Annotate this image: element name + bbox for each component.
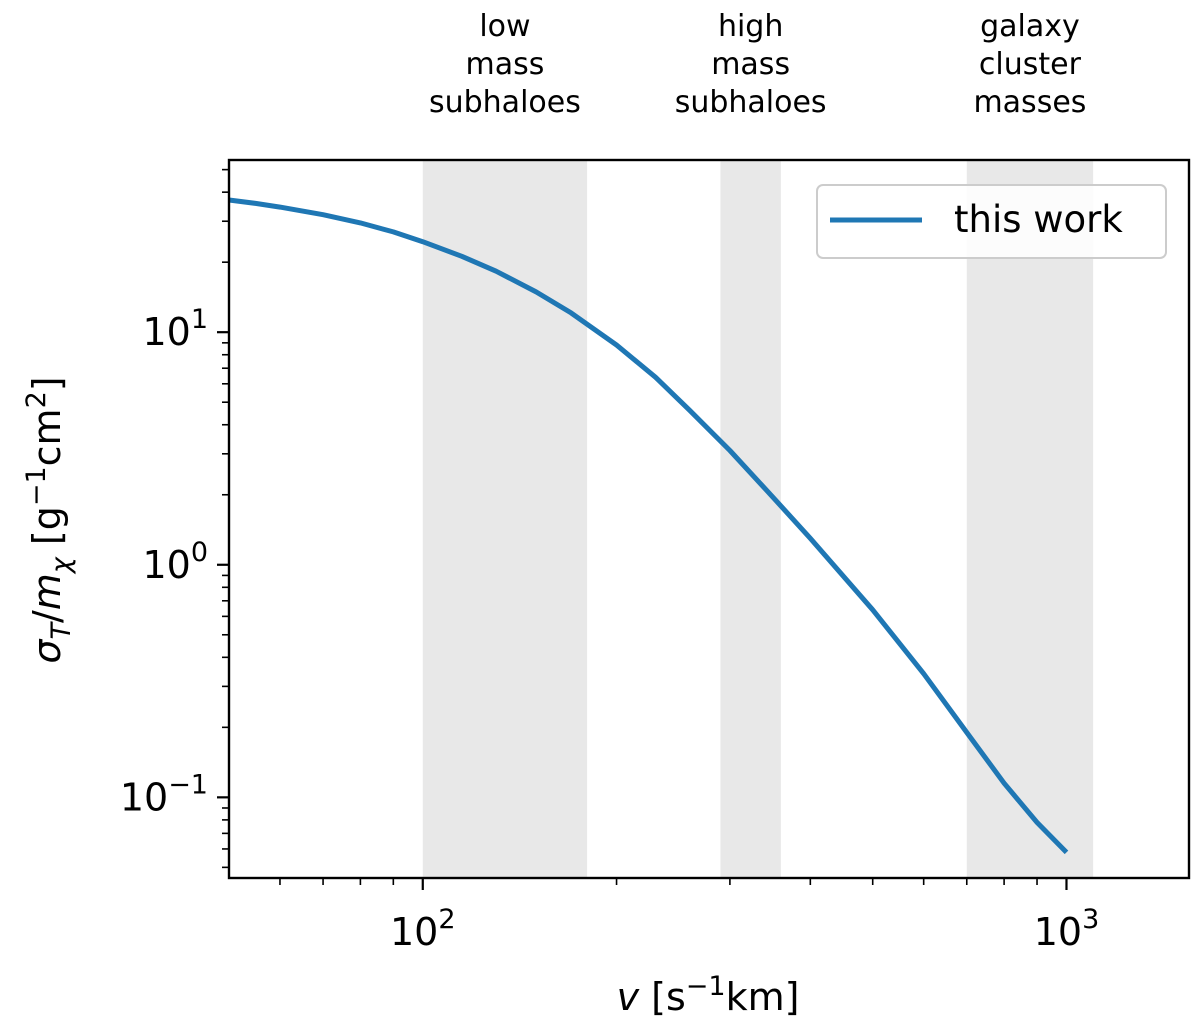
y-tick-label-1: 100 xyxy=(142,537,208,587)
y-label-slash: / xyxy=(25,610,69,623)
x-tick-label-1: 103 xyxy=(1034,904,1100,954)
x-axis-label-unit-open: [s xyxy=(639,975,686,1019)
legend-label: this work xyxy=(954,198,1123,241)
y-axis-label: σT/mχ [g−1cm2] xyxy=(21,376,77,663)
legend-box xyxy=(816,184,1167,259)
y-label-sub-chi: χ xyxy=(46,556,77,575)
axis-ticks: 102 103 10−1 100 101 xyxy=(120,168,1100,954)
x-axis-label: v [s−1km] xyxy=(617,971,800,1019)
y-label-m: m xyxy=(25,573,69,610)
x-axis-label-exponent: −1 xyxy=(686,971,726,1002)
y-tick-label-0: 10−1 xyxy=(120,769,208,819)
series-line-0 xyxy=(228,197,1069,855)
x-axis-label-variable: v xyxy=(617,975,640,1019)
y-tick-label-2: 101 xyxy=(142,304,208,354)
band-label-0-line-1: mass xyxy=(465,47,544,82)
y-label-sigma: σ xyxy=(25,638,69,664)
y-label-unit-close: ] xyxy=(25,376,69,391)
band-1 xyxy=(720,160,781,878)
series-lines xyxy=(228,197,1069,855)
band-label-1-line-0: high xyxy=(718,9,783,44)
y-label-unit-open: [g xyxy=(25,506,69,557)
y-label-exp2: 2 xyxy=(21,391,52,408)
plot-frame xyxy=(227,158,1191,880)
band-label-2-line-0: galaxy xyxy=(980,9,1080,44)
band-label-0-line-0: low xyxy=(479,9,530,44)
x-axis-label-unit-close: km] xyxy=(726,975,800,1019)
shaded-bands xyxy=(422,160,1094,878)
band-2 xyxy=(966,160,1094,878)
y-label-cm: cm xyxy=(25,408,69,466)
band-label-2-line-2: masses xyxy=(973,85,1086,120)
legend: this work xyxy=(816,184,1167,259)
y-label-exp1: −1 xyxy=(21,466,52,506)
band-0 xyxy=(422,160,588,878)
band-labels: lowmasssubhaloeshighmasssubhaloesgalaxyc… xyxy=(429,9,1086,120)
y-label-sub-t: T xyxy=(46,621,77,640)
band-label-2-line-1: cluster xyxy=(979,47,1082,82)
x-tick-label-0: 102 xyxy=(390,904,456,954)
band-label-0-line-2: subhaloes xyxy=(429,85,581,120)
band-label-1-line-2: subhaloes xyxy=(675,85,827,120)
band-label-1-line-1: mass xyxy=(711,47,790,82)
